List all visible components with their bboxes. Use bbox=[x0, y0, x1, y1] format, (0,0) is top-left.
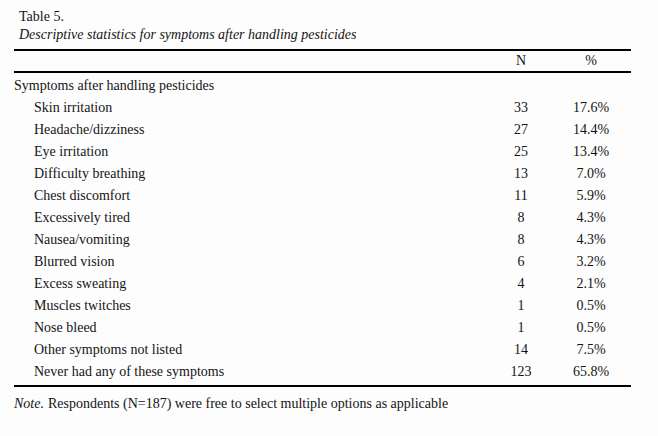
table-row: Excess sweating 4 2.1% bbox=[14, 273, 631, 295]
note-prefix: Note. bbox=[14, 396, 44, 411]
table-row: Other symptoms not listed 14 7.5% bbox=[14, 339, 631, 361]
symptom-n: 25 bbox=[491, 144, 551, 160]
symptom-n: 4 bbox=[491, 276, 551, 292]
symptom-label: Headache/dizziness bbox=[14, 122, 491, 138]
table-caption: Descriptive statistics for symptoms afte… bbox=[19, 26, 658, 44]
symptom-n: 27 bbox=[491, 122, 551, 138]
symptom-n: 1 bbox=[491, 320, 551, 336]
table-row: Skin irritation 33 17.6% bbox=[14, 97, 631, 119]
symptom-label: Eye irritation bbox=[14, 144, 491, 160]
symptom-pct: 7.5% bbox=[551, 342, 631, 358]
symptom-n: 8 bbox=[491, 210, 551, 226]
symptom-label: Excessively tired bbox=[14, 210, 491, 226]
table-row: Difficulty breathing 13 7.0% bbox=[14, 163, 631, 185]
table-title-block: Table 5. Descriptive statistics for symp… bbox=[0, 0, 658, 44]
symptom-label: Muscles twitches bbox=[14, 298, 491, 314]
symptom-n: 6 bbox=[491, 254, 551, 270]
table-row: Nausea/vomiting 8 4.3% bbox=[14, 229, 631, 251]
table-row: Nose bleed 1 0.5% bbox=[14, 317, 631, 339]
symptom-pct: 4.3% bbox=[551, 210, 631, 226]
symptom-pct: 0.5% bbox=[551, 320, 631, 336]
symptom-pct: 3.2% bbox=[551, 254, 631, 270]
table-body: Symptoms after handling pesticides Skin … bbox=[14, 73, 631, 387]
table-note: Note. Respondents (N=187) were free to se… bbox=[14, 395, 658, 413]
symptom-pct: 2.1% bbox=[551, 276, 631, 292]
symptom-label: Nose bleed bbox=[14, 320, 491, 336]
symptom-label: Blurred vision bbox=[14, 254, 491, 270]
symptom-n: 14 bbox=[491, 342, 551, 358]
symptom-n: 13 bbox=[491, 166, 551, 182]
statistics-table: N % Symptoms after handling pesticides S… bbox=[14, 49, 631, 387]
symptom-n: 123 bbox=[491, 364, 551, 380]
symptom-n: 8 bbox=[491, 232, 551, 248]
symptom-n: 1 bbox=[491, 298, 551, 314]
table-row: Never had any of these symptoms 123 65.8… bbox=[14, 361, 631, 383]
note-text: Respondents (N=187) were free to select … bbox=[48, 396, 448, 411]
symptom-n: 33 bbox=[491, 100, 551, 116]
symptom-pct: 4.3% bbox=[551, 232, 631, 248]
table-header-row: N % bbox=[14, 49, 631, 73]
symptom-pct: 5.9% bbox=[551, 188, 631, 204]
document-page: Table 5. Descriptive statistics for symp… bbox=[0, 0, 658, 436]
symptom-pct: 14.4% bbox=[551, 122, 631, 138]
group-header-label: Symptoms after handling pesticides bbox=[14, 78, 491, 94]
symptom-label: Difficulty breathing bbox=[14, 166, 491, 182]
table-row: Excessively tired 8 4.3% bbox=[14, 207, 631, 229]
symptom-label: Skin irritation bbox=[14, 100, 491, 116]
symptom-label: Excess sweating bbox=[14, 276, 491, 292]
table-group-header-row: Symptoms after handling pesticides bbox=[14, 75, 631, 97]
symptom-n: 11 bbox=[491, 188, 551, 204]
table-label: Table 5. bbox=[19, 8, 658, 26]
symptom-label: Other symptoms not listed bbox=[14, 342, 491, 358]
table-row: Chest discomfort 11 5.9% bbox=[14, 185, 631, 207]
symptom-pct: 65.8% bbox=[551, 364, 631, 380]
table-row: Muscles twitches 1 0.5% bbox=[14, 295, 631, 317]
symptom-pct: 7.0% bbox=[551, 166, 631, 182]
table-row: Blurred vision 6 3.2% bbox=[14, 251, 631, 273]
symptom-pct: 13.4% bbox=[551, 144, 631, 160]
header-pct-column: % bbox=[551, 53, 631, 69]
symptom-pct: 17.6% bbox=[551, 100, 631, 116]
table-row: Headache/dizziness 27 14.4% bbox=[14, 119, 631, 141]
symptom-label: Chest discomfort bbox=[14, 188, 491, 204]
symptom-label: Never had any of these symptoms bbox=[14, 364, 491, 380]
symptom-label: Nausea/vomiting bbox=[14, 232, 491, 248]
symptom-pct: 0.5% bbox=[551, 298, 631, 314]
header-n-column: N bbox=[491, 53, 551, 69]
table-row: Eye irritation 25 13.4% bbox=[14, 141, 631, 163]
